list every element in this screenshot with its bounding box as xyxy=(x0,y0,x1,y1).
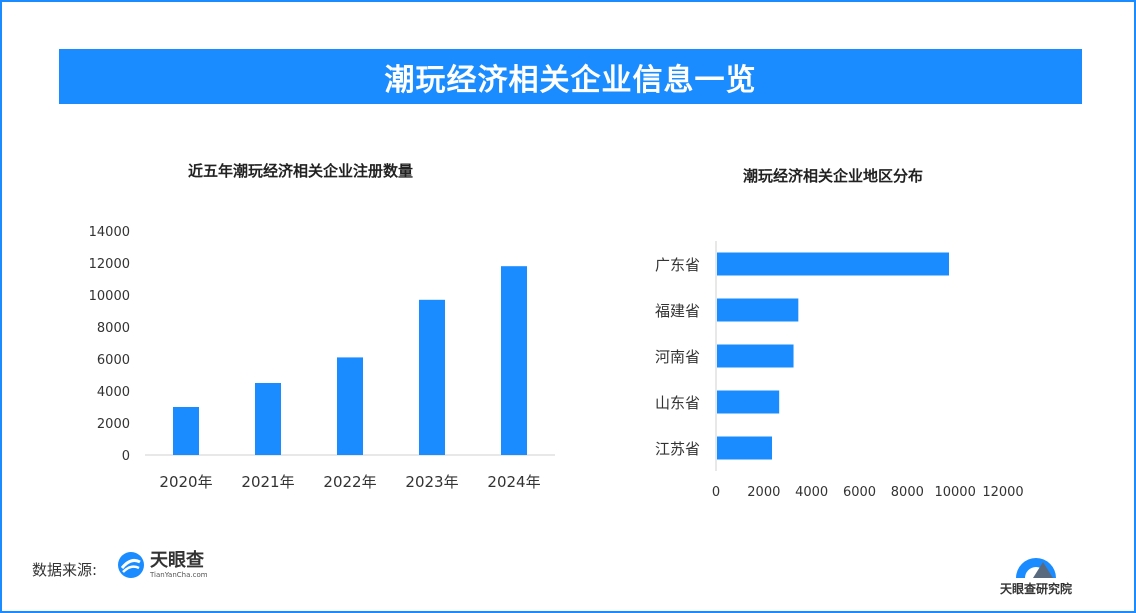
bar xyxy=(173,407,199,455)
right-chart-title: 潮玩经济相关企业地区分布 xyxy=(743,167,924,185)
left-chart-title: 近五年潮玩经济相关企业注册数量 xyxy=(188,162,414,180)
y-tick-label: 0 xyxy=(122,449,130,464)
x-tick-label: 2023年 xyxy=(405,473,458,491)
tianyancha-logo-icon xyxy=(118,552,144,578)
y-tick-label: 6000 xyxy=(97,353,130,368)
bar xyxy=(255,383,281,455)
source-brand-name: 天眼查 xyxy=(150,549,204,571)
y-tick-label: 10000 xyxy=(89,289,130,304)
x-tick-label: 2024年 xyxy=(487,473,540,491)
y-tick-label: 8000 xyxy=(97,321,130,336)
source-logo: 天眼查 TianYanCha.com xyxy=(117,551,208,579)
x-tick-label: 2021年 xyxy=(241,473,294,491)
title-banner: 潮玩经济相关企业信息一览 xyxy=(59,49,1082,104)
tianyancha-institute-logo-icon xyxy=(1016,551,1056,578)
institute-logo: 天眼查研究院 xyxy=(1000,540,1072,597)
y-tick-label: 4000 xyxy=(97,385,130,400)
x-tick-label: 2022年 xyxy=(323,473,376,491)
y-tick-label: 12000 xyxy=(89,257,130,272)
page-title: 潮玩经济相关企业信息一览 xyxy=(384,62,757,98)
source-label: 数据来源: xyxy=(32,561,98,579)
source-brand-domain: TianYanCha.com xyxy=(150,570,208,579)
y-tick-label: 14000 xyxy=(89,225,130,240)
x-tick-label: 2020年 xyxy=(159,473,212,491)
y-tick-label: 2000 xyxy=(97,417,130,432)
bar xyxy=(337,357,363,455)
bar xyxy=(419,299,445,455)
bar xyxy=(501,266,527,455)
institute-name: 天眼查研究院 xyxy=(1000,582,1073,596)
